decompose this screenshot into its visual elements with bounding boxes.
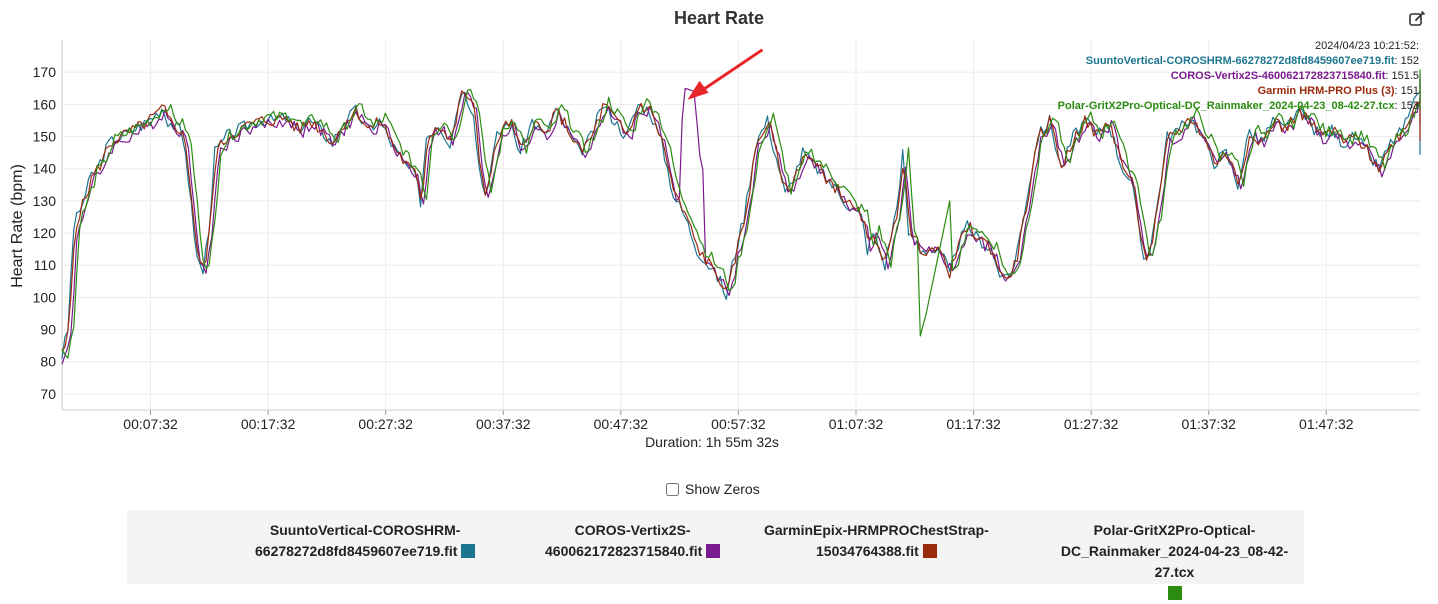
legend-item-polar[interactable]: Polar-GritX2Pro-Optical- DC_Rainmaker_20… <box>1045 520 1304 604</box>
annotation-arrow-head <box>687 80 709 100</box>
legend-label-line2: DC_Rainmaker_2024-04-23_08-42-27.tcx <box>1060 543 1289 580</box>
legend-label-line1: COROS-Vertix2S- <box>574 522 691 538</box>
series-line-3[interactable] <box>61 79 1421 351</box>
series-line-2[interactable] <box>61 78 1421 365</box>
legend-item-suunto[interactable]: SuuntoVertical-COROSHRM- 66278272d8fd845… <box>255 520 476 562</box>
series-line-4[interactable] <box>61 69 1421 359</box>
x-tick-label: 00:07:32 <box>123 416 178 432</box>
legend-swatch <box>706 544 721 558</box>
x-tick-label: 01:17:32 <box>946 416 1001 432</box>
y-tick-label: 90 <box>40 322 56 338</box>
hover-tooltip: 2024/04/23 10:21:52: SuuntoVertical-COROS… <box>1058 40 1419 112</box>
legend-label-line1: Polar-GritX2Pro-Optical- <box>1093 522 1256 538</box>
x-tick-label: 01:47:32 <box>1299 416 1354 432</box>
y-tick-label: 100 <box>33 289 57 305</box>
y-tick-label: 170 <box>33 64 57 80</box>
x-axis-label: Duration: 1h 55m 32s <box>645 434 779 450</box>
y-tick-label: 110 <box>34 257 57 273</box>
y-tick-label: 140 <box>33 161 57 177</box>
x-tick-label: 00:17:32 <box>241 416 296 432</box>
annotation-layer <box>687 48 764 100</box>
tooltip-row: SuuntoVertical-COROSHRM-66278272d8fd8459… <box>1086 55 1419 67</box>
y-tick-label: 130 <box>33 193 57 209</box>
show-zeros-toggle[interactable]: Show Zeros <box>666 481 760 497</box>
tooltip-row: Garmin HRM-PRO Plus (3): 151 <box>1258 85 1419 97</box>
tooltip-row: COROS-Vertix2S-460062172823715840.fit: 1… <box>1171 70 1419 82</box>
y-tick-label: 120 <box>33 225 57 241</box>
legend-swatch <box>461 544 476 558</box>
legend-label-line2: 66278272d8fd8459607ee719.fit <box>255 543 458 559</box>
x-tick-label: 01:27:32 <box>1064 416 1119 432</box>
tooltip-timestamp: 2024/04/23 10:21:52: <box>1315 40 1419 52</box>
chart-title: Heart Rate <box>673 8 765 28</box>
chart-series <box>61 69 1421 365</box>
legend-label-line1: SuuntoVertical-COROSHRM- <box>269 522 461 538</box>
y-tick-label: 160 <box>33 96 57 112</box>
legend-label-line2: 460062172823715840.fit <box>545 543 703 559</box>
legend-item-garmin[interactable]: GarminEpix-HRMPROChestStrap- 15034764388… <box>764 520 989 562</box>
edit-icon[interactable] <box>1408 10 1426 28</box>
x-tick-label: 00:37:32 <box>476 416 531 432</box>
legend-swatch <box>922 544 937 558</box>
show-zeros-label: Show Zeros <box>685 481 760 497</box>
y-tick-label: 80 <box>40 354 56 370</box>
legend-label-line1: GarminEpix-HRMPROChestStrap- <box>764 522 989 538</box>
series-line-1[interactable] <box>61 73 1421 359</box>
x-tick-label: 01:07:32 <box>829 416 884 432</box>
tooltip-row: Polar-GritX2Pro-Optical-DC_Rainmaker_202… <box>1058 100 1419 112</box>
x-tick-label: 00:27:32 <box>358 416 413 432</box>
y-tick-label: 70 <box>40 386 56 402</box>
x-tick-label: 01:37:32 <box>1181 416 1236 432</box>
x-tick-label: 00:47:32 <box>594 416 649 432</box>
chart-grid <box>62 40 1420 410</box>
y-axis-label: Heart Rate (bpm) <box>9 164 26 288</box>
y-tick-label: 150 <box>33 129 57 145</box>
show-zeros-checkbox[interactable] <box>666 482 679 496</box>
legend-item-coros[interactable]: COROS-Vertix2S- 460062172823715840.fit <box>545 520 721 562</box>
legend: SuuntoVertical-COROSHRM- 66278272d8fd845… <box>127 510 1304 600</box>
y-axis: 70 80 90 100 110 120 130 140 150 160 170 <box>33 40 63 410</box>
legend-swatch <box>1167 586 1182 600</box>
x-tick-label: 00:57:32 <box>711 416 766 432</box>
x-axis: 00:07:32 00:17:32 00:27:32 00:37:32 00:47:32… <box>62 409 1420 432</box>
legend-label-line2: 15034764388.fit <box>816 543 919 559</box>
annotation-arrow-shaft <box>700 48 764 92</box>
